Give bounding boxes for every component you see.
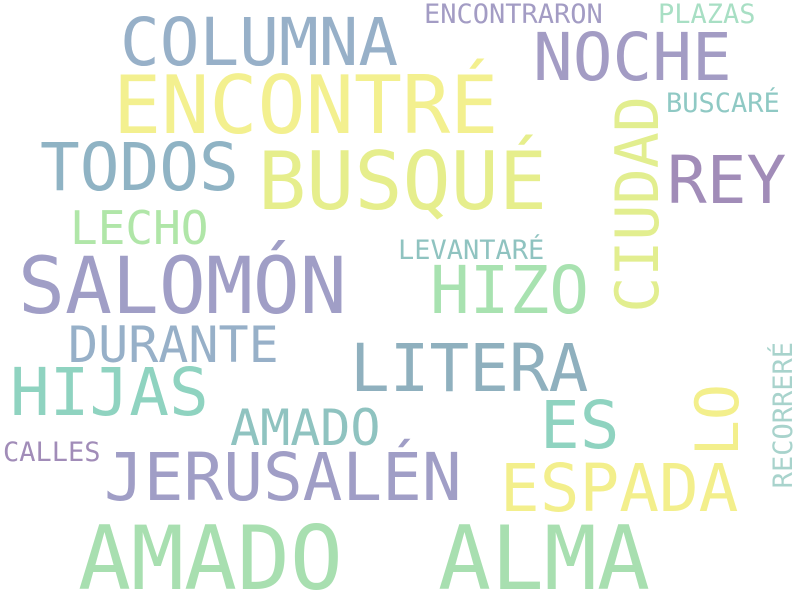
word-alma: ALMA [438,507,650,600]
word-todos: TODOS [40,129,239,206]
word-busque: BUSQUÉ [258,135,547,228]
word-calles: CALLES [3,437,101,468]
word-jerusalen: JERUSALÉN [104,439,462,516]
word-recorrere: RECORRERÉ [768,342,799,489]
word-durante: DURANTE [68,316,279,374]
word-columna: COLUMNA [120,4,399,81]
word-rey: REY [667,142,787,219]
word-buscare: BUSCARÉ [666,88,780,119]
word-ciudad: CIUDAD [603,96,673,313]
word-amado-large: AMADO [78,507,343,600]
word-encontraron: ENCONTRARON [424,0,603,30]
word-plazas: PLAZAS [658,0,756,30]
word-levantare: LEVANTARÉ [398,235,545,266]
word-lo: LO [683,384,753,457]
word-espada: ESPADA [500,450,739,527]
word-amado-small: AMADO [230,399,381,457]
word-es: ES [540,387,620,464]
word-encontre: ENCONTRÉ [113,59,499,152]
word-hijas: HIJAS [10,354,209,431]
word-hizo: HIZO [430,252,589,329]
word-lecho: LECHO [70,201,209,255]
word-noche: NOCHE [533,19,732,96]
word-salomon: SALOMÓN [18,242,347,332]
word-litera: LITERA [350,330,589,407]
